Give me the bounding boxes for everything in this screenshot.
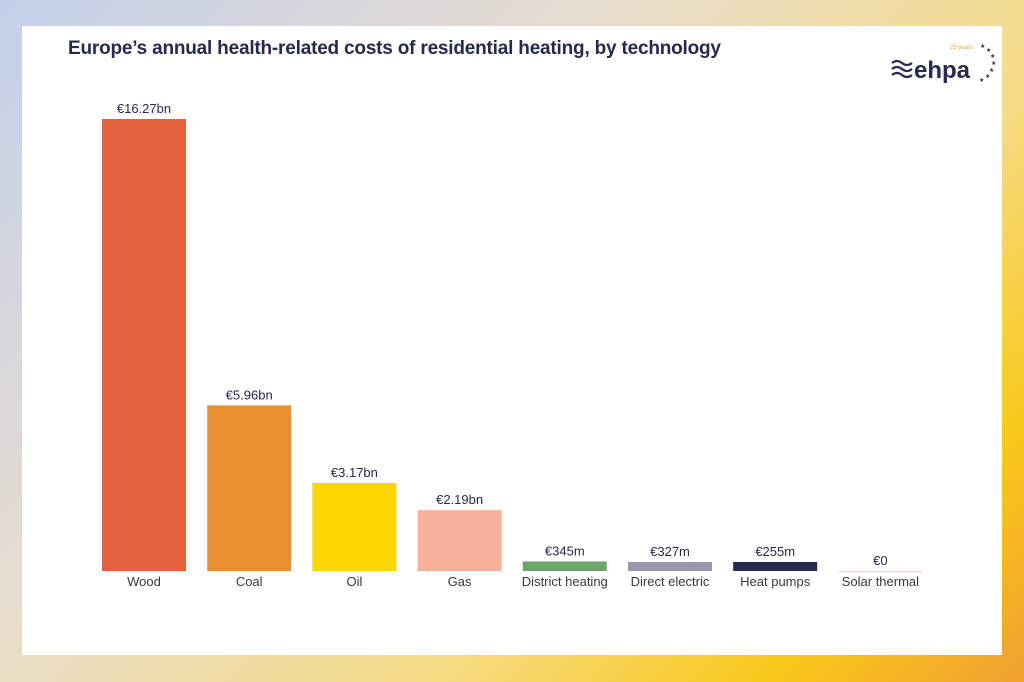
x-tick-label: Solar thermal [842,574,919,589]
data-label: €16.27bn [117,101,171,116]
data-label: €327m [650,544,690,559]
bar-district-heating [522,561,607,571]
data-label: €5.96bn [226,387,273,402]
data-label: €0 [873,553,887,568]
bar-direct-electric [628,561,712,571]
data-label: €3.17bn [331,465,378,480]
x-tick-label: District heating [522,574,608,589]
bar-oil [312,482,397,571]
svg-text:25 years: 25 years [950,45,973,51]
data-label: €2.19bn [436,492,483,507]
chart-title: Europe’s annual health-related costs of … [68,38,721,59]
bar-wood [102,119,186,571]
chart-card: Europe’s annual health-related costs of … [22,26,1002,655]
bar-chart: €16.27bn Wood €5.96bn Coal €3.17bn Oil €2.19bn… [102,101,923,589]
svg-text:★: ★ [990,53,995,60]
data-label: €255m [755,544,795,559]
bar-heat-pumps [733,562,818,571]
bar-coal [207,405,292,571]
x-tick-label: Coal [236,574,263,589]
ehpa-logo: ehpa 25 years ★★★★★★★ [891,43,996,84]
svg-text:★: ★ [986,47,991,54]
data-label: €345m [545,543,585,558]
svg-text:★: ★ [980,43,985,50]
svg-text:★: ★ [991,60,996,67]
x-tick-label: Oil [346,574,362,589]
x-tick-label: Wood [127,574,161,589]
svg-text:ehpa: ehpa [914,57,971,84]
svg-text:★: ★ [979,77,984,84]
bar-gas [417,510,502,571]
bar-solar-thermal [838,571,923,572]
svg-text:★: ★ [985,73,990,80]
svg-text:★: ★ [989,67,994,74]
x-tick-label: Direct electric [631,574,710,589]
x-tick-label: Heat pumps [740,574,811,589]
x-tick-label: Gas [448,574,472,589]
